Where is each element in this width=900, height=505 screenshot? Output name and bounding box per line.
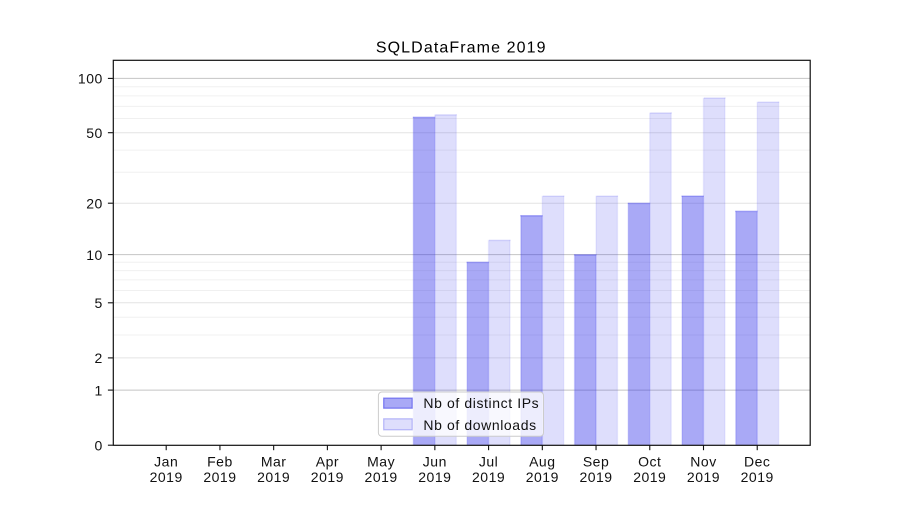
svg-text:20: 20 (86, 195, 103, 211)
svg-text:May: May (367, 453, 395, 469)
svg-text:Nov: Nov (690, 453, 716, 469)
svg-text:2019: 2019 (365, 469, 398, 485)
svg-text:2019: 2019 (633, 469, 666, 485)
svg-text:2019: 2019 (311, 469, 344, 485)
svg-text:Aug: Aug (529, 453, 555, 469)
svg-text:Nb of downloads: Nb of downloads (423, 417, 536, 433)
svg-text:SQLDataFrame 2019: SQLDataFrame 2019 (376, 40, 547, 57)
svg-text:2019: 2019 (203, 469, 236, 485)
svg-text:2019: 2019 (257, 469, 290, 485)
svg-text:Oct: Oct (638, 453, 661, 469)
svg-text:Apr: Apr (316, 453, 339, 469)
svg-text:2019: 2019 (472, 469, 505, 485)
svg-text:2019: 2019 (579, 469, 612, 485)
svg-text:Dec: Dec (744, 453, 770, 469)
svg-text:100: 100 (78, 71, 103, 87)
svg-text:10: 10 (86, 247, 103, 263)
svg-text:0: 0 (95, 437, 103, 453)
svg-text:5: 5 (95, 295, 103, 311)
svg-text:2: 2 (95, 350, 103, 366)
svg-text:Nb of distinct IPs: Nb of distinct IPs (423, 395, 539, 411)
svg-text:1: 1 (95, 382, 103, 398)
svg-text:2019: 2019 (741, 469, 774, 485)
svg-text:2019: 2019 (150, 469, 183, 485)
svg-text:Jul: Jul (479, 453, 498, 469)
svg-text:2019: 2019 (526, 469, 559, 485)
svg-text:Jan: Jan (154, 453, 178, 469)
svg-text:2019: 2019 (687, 469, 720, 485)
svg-text:Feb: Feb (207, 453, 233, 469)
svg-text:Jun: Jun (423, 453, 447, 469)
svg-text:Sep: Sep (583, 453, 609, 469)
svg-text:2019: 2019 (418, 469, 451, 485)
svg-text:50: 50 (86, 125, 103, 141)
svg-text:Mar: Mar (261, 453, 287, 469)
